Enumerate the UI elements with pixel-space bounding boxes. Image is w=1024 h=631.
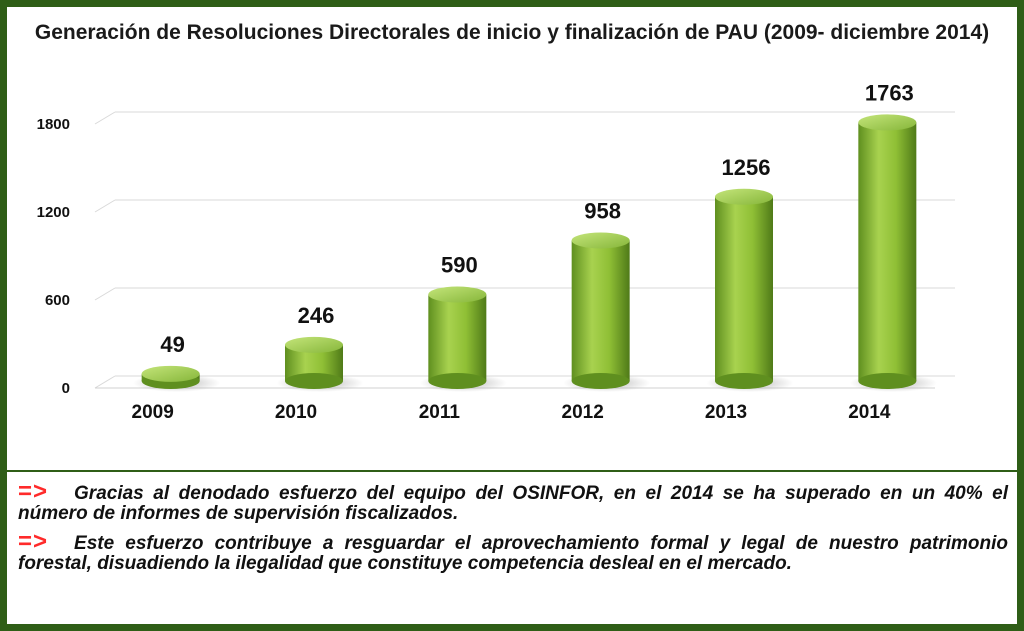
bar-base [285, 373, 343, 389]
gridline-depth [94, 111, 116, 125]
note-1: => Gracias al denodado esfuerzo del equip… [18, 480, 1008, 524]
data-label: 958 [584, 198, 621, 223]
divider [7, 470, 1017, 472]
x-tick-label: 2010 [275, 402, 317, 423]
bar [428, 294, 487, 381]
bar-base [428, 373, 487, 389]
note-2-text: Este esfuerzo contribuye a resguardar el… [18, 533, 1008, 574]
bar-cap [428, 286, 487, 303]
chart-title: Generación de Resoluciones Directorales … [34, 21, 990, 44]
bar [858, 122, 917, 381]
x-tick-label: 2011 [419, 402, 461, 423]
x-tick-label: 2014 [848, 402, 891, 423]
y-tick-label: 1800 [37, 116, 70, 133]
data-label: 590 [441, 252, 478, 277]
gridline-depth [94, 375, 116, 389]
data-label: 1256 [722, 155, 771, 180]
data-label: 49 [160, 332, 184, 357]
x-tick-label: 2013 [705, 402, 747, 423]
bar-base [571, 373, 630, 389]
bar-cap [858, 114, 917, 131]
bar [571, 240, 630, 381]
data-label: 246 [298, 303, 335, 328]
bar-base [858, 373, 917, 389]
bar-base [715, 373, 773, 389]
gridline-depth [94, 287, 116, 301]
note-1-text: Gracias al denodado esfuerzo del equipo … [18, 483, 1008, 524]
bar-cap [285, 336, 343, 353]
notes-section: => Gracias al denodado esfuerzo del equip… [18, 480, 1008, 582]
note-2: => Este esfuerzo contribuye a resguardar … [18, 530, 1008, 574]
y-tick-label: 1200 [37, 204, 70, 221]
y-tick-label: 0 [62, 380, 70, 397]
bar [715, 196, 773, 381]
bar-cap [141, 365, 200, 382]
bar-chart: 0 600 1200 1800 49 246 590 958 1256 1763 2009 201… [37, 80, 955, 423]
x-tick-label: 2012 [562, 402, 604, 423]
arrow-icon: => [18, 528, 49, 555]
data-label: 1763 [865, 80, 914, 105]
x-tick-label: 2009 [132, 402, 174, 423]
y-tick-label: 600 [45, 292, 70, 309]
arrow-icon: => [18, 478, 49, 505]
bar-cap [715, 188, 773, 205]
bar-cap [571, 232, 630, 249]
gridline-depth [94, 199, 116, 213]
